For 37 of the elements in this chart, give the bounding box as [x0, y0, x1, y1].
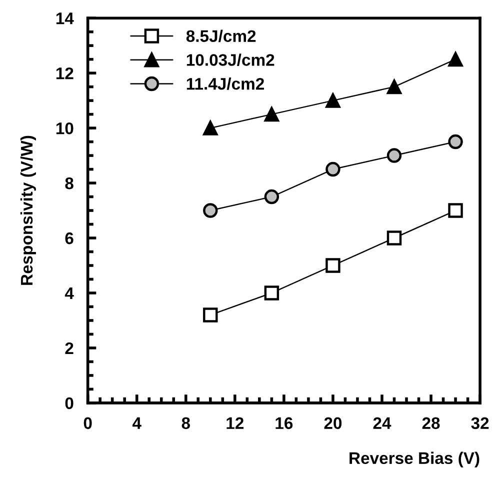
point [203, 120, 218, 136]
x-tick-label: 24 [373, 417, 392, 429]
legend-label: 8.5J/cm2 [186, 30, 256, 42]
x-tick-label: 4 [132, 417, 142, 429]
point [448, 203, 463, 218]
point [326, 93, 340, 108]
legend-label: 11.4J/cm2 [186, 78, 264, 90]
y-tick-label: 10 [56, 122, 74, 134]
point [386, 148, 402, 163]
x-tick-label: 8 [182, 417, 190, 430]
point [264, 189, 280, 204]
legend-label: 10.03J/cm2 [186, 54, 274, 66]
point [386, 79, 402, 94]
x-tick-label: 12 [226, 417, 244, 429]
point [264, 286, 280, 300]
point [448, 134, 463, 150]
x-tick-label: 0 [84, 417, 92, 430]
point [448, 52, 463, 67]
point [203, 308, 218, 322]
x-tick-label: 32 [471, 417, 489, 430]
point [264, 106, 280, 122]
y-tick-label: 6 [65, 232, 74, 244]
y-tick-label: 8 [65, 177, 74, 190]
x-tick-label: 28 [422, 417, 440, 430]
y-tick-label: 4 [64, 288, 74, 300]
x-tick-label: 20 [324, 417, 342, 430]
point [326, 258, 340, 273]
y-tick-label: 14 [56, 12, 74, 24]
point [386, 230, 402, 246]
y-axis-title: Responsivity (V/W) [20, 136, 36, 285]
y-tick-label: 12 [56, 67, 74, 80]
y-tick-label: 2 [65, 342, 74, 354]
point [326, 162, 340, 177]
point [203, 203, 218, 218]
x-tick-label: 16 [276, 417, 293, 430]
x-axis-title: Reverse Bias (V) [350, 452, 480, 468]
y-tick-label: 0 [65, 397, 74, 410]
